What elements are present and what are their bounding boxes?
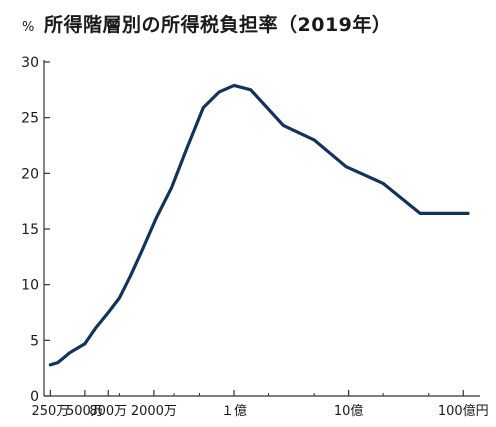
x-tick-label: 100億円 xyxy=(438,403,489,419)
x-tick-label: 10億 xyxy=(334,403,364,419)
y-tick-label: 20 xyxy=(21,166,39,182)
x-tick-label: １億 xyxy=(221,403,247,419)
x-tick-label: 800万 xyxy=(89,404,127,419)
y-tick-label: 15 xyxy=(21,222,39,238)
series-line xyxy=(48,83,470,367)
y-tick-label: 5 xyxy=(30,333,39,349)
y-tick-label: 30 xyxy=(21,55,39,71)
y-tick-label: 0 xyxy=(30,389,39,405)
x-tick-label: 2000万 xyxy=(131,404,177,419)
y-unit-label: % xyxy=(22,20,35,35)
x-tick-label: 250万 xyxy=(31,404,69,419)
y-tick-label: 10 xyxy=(21,278,39,294)
chart-title: 所得階層別の所得税負担率（2019年） xyxy=(44,14,392,36)
x-tick-label: 500万 xyxy=(66,404,104,419)
y-tick-label: 25 xyxy=(21,111,39,127)
